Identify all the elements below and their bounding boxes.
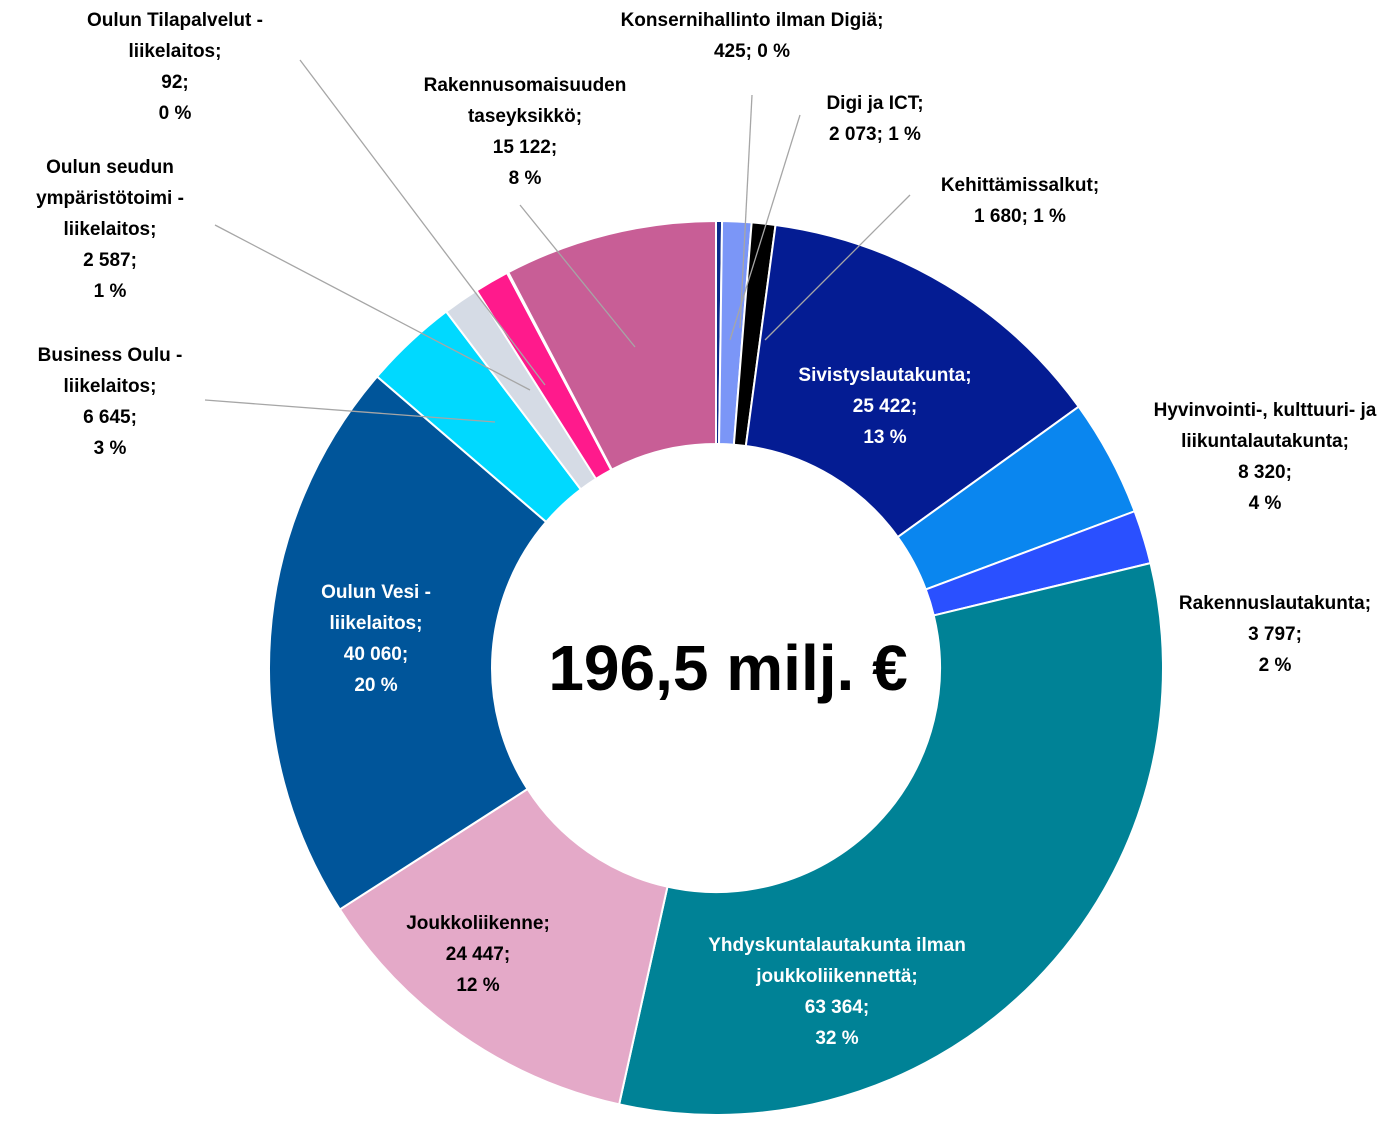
slice xyxy=(617,561,1165,1116)
leader-line xyxy=(764,194,911,341)
data-label: Oulun seudun ympäristötoimi - liikelaito… xyxy=(3,152,218,307)
label-value: 425; xyxy=(713,41,752,62)
label-name: Rakennusomaisuuden taseyksikkö; xyxy=(423,75,627,127)
leader-line xyxy=(214,224,531,391)
label-percent: 1 % xyxy=(888,124,921,145)
label-percent: 3 % xyxy=(93,438,127,459)
label-value: 25 422; xyxy=(852,396,918,417)
label-percent: 1 % xyxy=(1033,206,1066,227)
label-name: Oulun Vesi - liikelaitos; xyxy=(321,582,431,634)
label-value: 92; xyxy=(161,72,189,93)
label-percent: 2 % xyxy=(1258,655,1292,676)
label-percent: 13 % xyxy=(863,427,907,448)
leader-line xyxy=(739,94,753,329)
label-name: Business Oulu - liikelaitos; xyxy=(37,345,183,397)
data-label: Hyvinvointi-, kulttuuri- ja liikuntalaut… xyxy=(1150,395,1380,519)
label-percent: 32 % xyxy=(815,1028,859,1049)
data-label: Oulun Vesi - liikelaitos; 40 060; 20 % xyxy=(296,577,456,701)
label-name: Hyvinvointi-, kulttuuri- ja liikuntalaut… xyxy=(1153,400,1377,452)
label-value: 1 680; xyxy=(974,206,1028,227)
slice xyxy=(338,787,669,1106)
label-name: Kehittämissalkut; xyxy=(940,175,1100,196)
label-value: 6 645; xyxy=(83,407,137,428)
label-percent: 8 % xyxy=(508,168,542,189)
label-percent: 20 % xyxy=(354,675,398,696)
label-value: 24 447; xyxy=(445,944,511,965)
label-value: 8 320; xyxy=(1238,462,1292,483)
data-label: Sivistyslautakunta; 25 422; 13 % xyxy=(770,360,1000,453)
data-label: Digi ja ICT; 2 073; 1 % xyxy=(775,88,975,150)
label-name: Oulun seudun ympäristötoimi - liikelaito… xyxy=(36,157,184,240)
label-name: Rakennuslautakunta; xyxy=(1178,593,1372,614)
data-label: Oulun Tilapalvelut - liikelaitos; 92; 0 % xyxy=(55,5,295,129)
label-percent: 1 % xyxy=(93,281,127,302)
slice xyxy=(744,223,1081,539)
label-percent: 0 % xyxy=(757,41,791,62)
data-label: Joukkoliikenne; 24 447; 12 % xyxy=(368,908,588,1001)
data-label: Konsernihallinto ilman Digiä; 425; 0 % xyxy=(602,5,902,67)
leader-line xyxy=(204,399,496,423)
center-label: 196,5 milj. € xyxy=(548,632,908,704)
slice xyxy=(506,219,717,472)
data-label: Yhdyskuntalautakunta ilman joukkoliikenn… xyxy=(667,930,1007,1054)
leader-line xyxy=(519,204,636,348)
label-value: 15 122; xyxy=(492,137,558,158)
label-name: Joukkoliikenne; xyxy=(406,913,550,934)
label-name: Sivistyslautakunta; xyxy=(798,365,972,386)
data-label: Kehittämissalkut; 1 680; 1 % xyxy=(910,170,1130,232)
label-name: Oulun Tilapalvelut - liikelaitos; xyxy=(87,10,263,62)
label-line: 2 073; 1 % xyxy=(775,119,975,150)
label-name: Yhdyskuntalautakunta ilman joukkoliikenn… xyxy=(708,935,966,987)
leader-line xyxy=(729,114,801,341)
label-percent: 12 % xyxy=(456,975,500,996)
leader-line xyxy=(299,59,546,386)
label-percent: 4 % xyxy=(1248,493,1282,514)
label-value: 2 073; xyxy=(829,124,883,145)
label-name: Digi ja ICT; xyxy=(826,93,924,114)
label-value: 3 797; xyxy=(1248,624,1302,645)
data-label: Business Oulu - liikelaitos; 6 645; 3 % xyxy=(10,340,210,464)
label-line: 425; 0 % xyxy=(602,36,902,67)
label-percent: 0 % xyxy=(158,103,192,124)
label-line: 1 680; 1 % xyxy=(910,201,1130,232)
data-label: Rakennusomaisuuden taseyksikkö; 15 122; 8 … xyxy=(395,70,655,194)
label-value: 40 060; xyxy=(343,644,409,665)
data-label: Rakennuslautakunta; 3 797; 2 % xyxy=(1155,588,1393,681)
label-value: 63 364; xyxy=(804,997,870,1018)
label-name: Konsernihallinto ilman Digiä; xyxy=(620,10,884,31)
label-value: 2 587; xyxy=(83,250,137,271)
